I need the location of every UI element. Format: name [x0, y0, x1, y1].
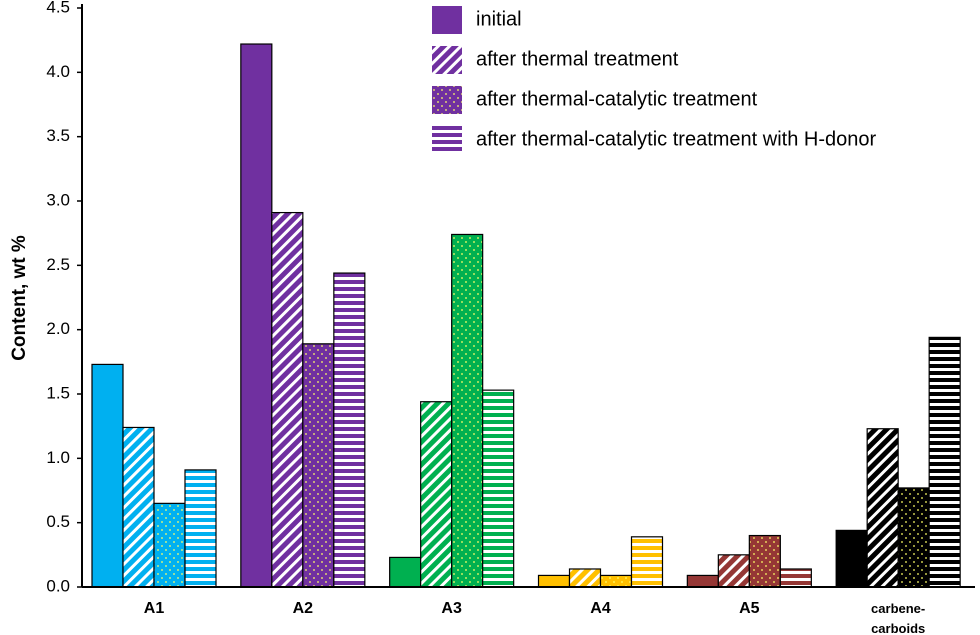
bar [748, 534, 781, 588]
y-tick-label: 2.0 [46, 319, 70, 338]
legend-swatch [432, 86, 462, 114]
bar [897, 487, 930, 588]
bar [779, 568, 812, 588]
legend-swatch [432, 6, 462, 34]
bar [928, 336, 961, 588]
y-tick-label: 1.0 [46, 448, 70, 467]
legend-label: initial [476, 8, 522, 30]
bar [153, 502, 186, 588]
legend-label: after thermal-catalytic treatment with H… [476, 128, 876, 150]
bar [420, 401, 453, 588]
bar [482, 389, 515, 588]
bar [333, 272, 366, 588]
x-tick-label: A5 [739, 600, 760, 617]
bar [835, 529, 868, 588]
y-tick-label: 1.5 [46, 383, 70, 402]
legend-label: after thermal-catalytic treatment [476, 88, 758, 110]
y-tick-label: 4.0 [46, 62, 70, 81]
bar [389, 556, 422, 588]
bar [630, 536, 664, 588]
y-axis-label: Content, wt % [9, 235, 30, 361]
x-tick-label: A1 [143, 600, 165, 617]
bar [599, 574, 633, 588]
bar [568, 568, 602, 588]
bar [302, 343, 335, 588]
bar [122, 426, 155, 588]
y-tick-label: 3.0 [46, 190, 70, 209]
bar [717, 554, 750, 588]
x-tick-label: A3 [441, 600, 462, 617]
y-tick-label: 3.5 [46, 126, 70, 145]
bar [451, 233, 484, 588]
x-tick-label: A4 [590, 600, 611, 617]
y-tick-label: 2.5 [46, 255, 70, 274]
x-tick-label: carbene-carboids [871, 601, 926, 635]
bar [91, 363, 124, 588]
legend-label: after thermal treatment [476, 48, 679, 70]
bar [866, 428, 899, 588]
bar [271, 211, 304, 588]
legend-swatch [432, 126, 462, 154]
bar [184, 469, 217, 588]
bar [686, 574, 719, 588]
bar [240, 43, 273, 588]
y-tick-label: 0.0 [46, 576, 70, 595]
x-tick-label: A2 [292, 600, 314, 617]
bar [537, 574, 571, 588]
y-tick-label: 0.5 [46, 512, 70, 531]
legend-swatch [432, 46, 462, 74]
y-tick-label: 4.5 [46, 0, 70, 16]
